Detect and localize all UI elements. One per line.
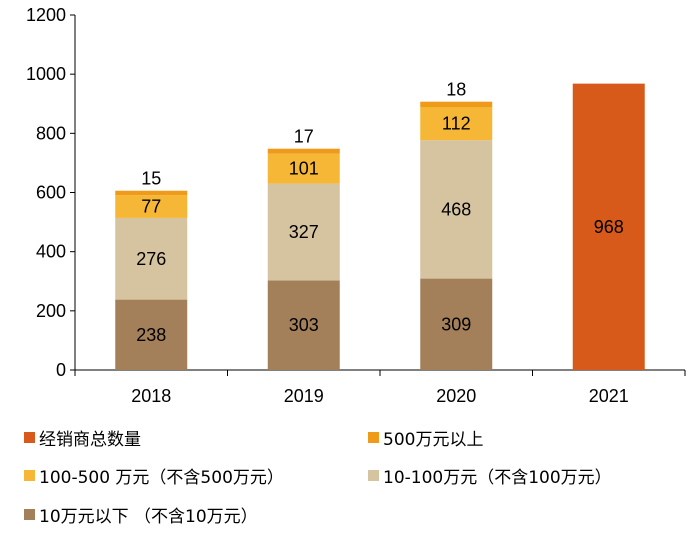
y-tick-label: 1000 — [26, 64, 66, 84]
bar-segment — [115, 195, 188, 218]
data-label: 18 — [446, 80, 466, 100]
x-tick-label: 2021 — [589, 386, 629, 406]
y-tick-label: 800 — [36, 123, 66, 143]
bar-segment — [115, 217, 188, 300]
bar-segment — [572, 83, 645, 370]
x-tick-label: 2020 — [436, 386, 476, 406]
data-label: 327 — [289, 222, 319, 242]
data-label: 238 — [136, 325, 166, 345]
bar-segment — [420, 278, 493, 370]
data-label: 77 — [141, 197, 161, 217]
bar-segment — [267, 153, 340, 184]
data-label: 101 — [289, 159, 319, 179]
data-label: 309 — [441, 314, 471, 334]
y-tick-label: 400 — [36, 242, 66, 262]
x-tick-label: 2019 — [284, 386, 324, 406]
y-tick-label: 0 — [56, 360, 66, 380]
bar-segment — [267, 148, 340, 154]
data-label: 15 — [141, 169, 161, 189]
data-label: 17 — [294, 127, 314, 147]
y-tick-label: 600 — [36, 183, 66, 203]
data-label: 968 — [594, 217, 624, 237]
bar-segment — [267, 183, 340, 281]
bar-segment — [420, 101, 493, 108]
data-label: 112 — [442, 114, 471, 134]
data-label: 303 — [289, 315, 319, 335]
data-label: 468 — [441, 199, 471, 219]
bar-segment — [115, 190, 188, 196]
bar-segment — [115, 299, 188, 370]
bar-segment — [420, 140, 493, 279]
y-tick-label: 200 — [36, 301, 66, 321]
bar-segment — [267, 280, 340, 370]
x-tick-label: 2018 — [131, 386, 171, 406]
data-label: 276 — [136, 249, 166, 269]
y-tick-label: 1200 — [26, 5, 66, 25]
bar-segment — [420, 107, 493, 141]
